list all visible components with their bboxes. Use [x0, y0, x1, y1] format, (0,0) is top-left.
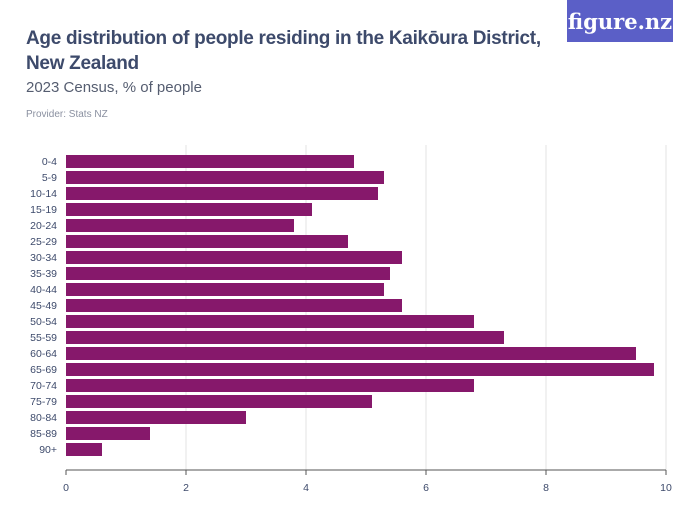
bar — [66, 395, 372, 408]
bar — [66, 267, 390, 280]
x-tick-label: 6 — [423, 482, 429, 494]
y-category-label: 50-54 — [30, 316, 57, 328]
y-category-label: 10-14 — [30, 188, 57, 200]
y-category-label: 25-29 — [30, 236, 57, 248]
y-category-label: 80-84 — [30, 412, 57, 424]
figure-nz-logo[interactable]: figure.nz — [567, 0, 673, 42]
y-category-label: 0-4 — [42, 156, 57, 168]
bar — [66, 155, 354, 168]
y-category-label: 30-34 — [30, 252, 57, 264]
bar — [66, 251, 402, 264]
y-category-label: 35-39 — [30, 268, 57, 280]
y-category-label: 5-9 — [42, 172, 57, 184]
bar — [66, 187, 378, 200]
bar — [66, 283, 384, 296]
y-category-label: 40-44 — [30, 284, 57, 296]
y-category-label: 65-69 — [30, 364, 57, 376]
chart-title: Age distribution of people residing in t… — [26, 28, 541, 74]
bar — [66, 427, 150, 440]
y-category-label: 20-24 — [30, 220, 57, 232]
bar — [66, 379, 474, 392]
y-category-label: 60-64 — [30, 348, 57, 360]
chart-subtitle: 2023 Census, % of people — [26, 79, 202, 96]
bar — [66, 331, 504, 344]
y-category-label: 15-19 — [30, 204, 57, 216]
x-tick-label: 2 — [183, 482, 189, 494]
y-category-label: 85-89 — [30, 428, 57, 440]
y-category-label: 75-79 — [30, 396, 57, 408]
bar — [66, 411, 246, 424]
y-category-label: 90+ — [39, 444, 57, 456]
bar — [66, 171, 384, 184]
bar — [66, 219, 294, 232]
y-category-label: 45-49 — [30, 300, 57, 312]
bar — [66, 315, 474, 328]
bar — [66, 235, 348, 248]
y-category-label: 70-74 — [30, 380, 57, 392]
x-tick-label: 0 — [63, 482, 69, 494]
x-tick-label: 4 — [303, 482, 309, 494]
x-tick-label: 10 — [660, 482, 672, 494]
bar — [66, 363, 654, 376]
bar — [66, 443, 102, 456]
y-category-label: 55-59 — [30, 332, 57, 344]
bar — [66, 299, 402, 312]
bar — [66, 203, 312, 216]
x-tick-label: 8 — [543, 482, 549, 494]
bar — [66, 347, 636, 360]
provider-label: Provider: Stats NZ — [26, 109, 108, 120]
